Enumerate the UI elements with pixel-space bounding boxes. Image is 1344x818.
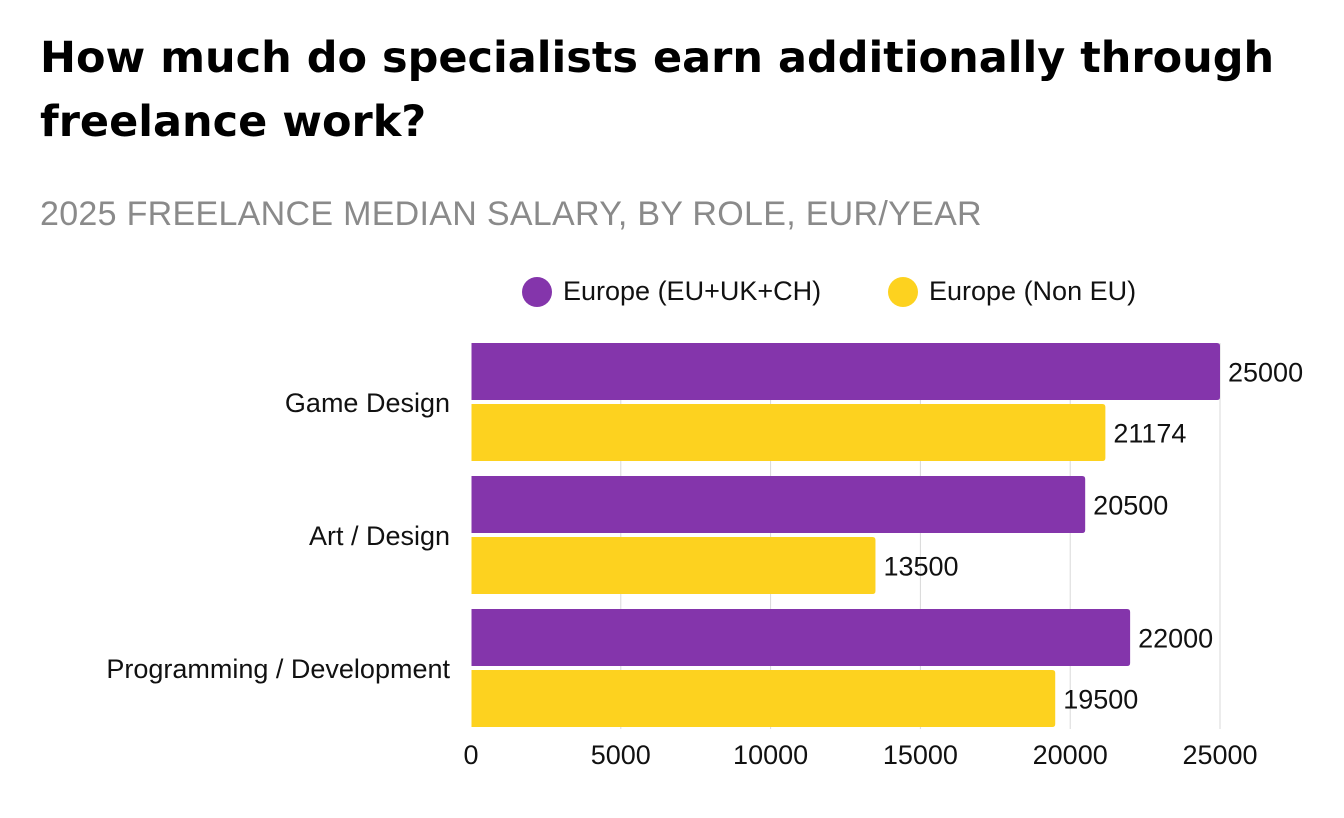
bar-non-eu — [471, 670, 1056, 727]
category-label: Game Design — [285, 388, 450, 418]
bar-eu — [471, 343, 1220, 400]
bar-non-eu — [471, 537, 876, 594]
data-label: 13500 — [883, 552, 958, 582]
legend-label: Europe (EU+UK+CH) — [563, 276, 821, 306]
x-tick-label: 20000 — [1033, 740, 1108, 770]
category-label: Programming / Development — [106, 654, 450, 684]
bar-eu — [471, 609, 1131, 666]
x-tick-label: 0 — [463, 740, 478, 770]
x-tick-label: 25000 — [1182, 740, 1257, 770]
data-label: 25000 — [1228, 358, 1303, 388]
x-tick-label: 10000 — [733, 740, 808, 770]
chart-title: How much do specialists earn additionall… — [40, 33, 1275, 147]
x-tick-label: 15000 — [883, 740, 958, 770]
legend-label: Europe (Non EU) — [929, 276, 1136, 306]
category-label: Art / Design — [309, 521, 450, 551]
bar-eu — [471, 476, 1086, 533]
x-tick-label: 5000 — [591, 740, 651, 770]
data-label: 22000 — [1138, 624, 1213, 654]
chart-subtitle: 2025 FREELANCE MEDIAN SALARY, BY ROLE, E… — [40, 195, 982, 233]
data-label: 19500 — [1063, 685, 1138, 715]
data-label: 20500 — [1093, 491, 1168, 521]
data-label: 21174 — [1113, 419, 1186, 449]
legend-marker — [888, 277, 918, 307]
bar-non-eu — [471, 404, 1106, 461]
legend-marker — [522, 277, 552, 307]
